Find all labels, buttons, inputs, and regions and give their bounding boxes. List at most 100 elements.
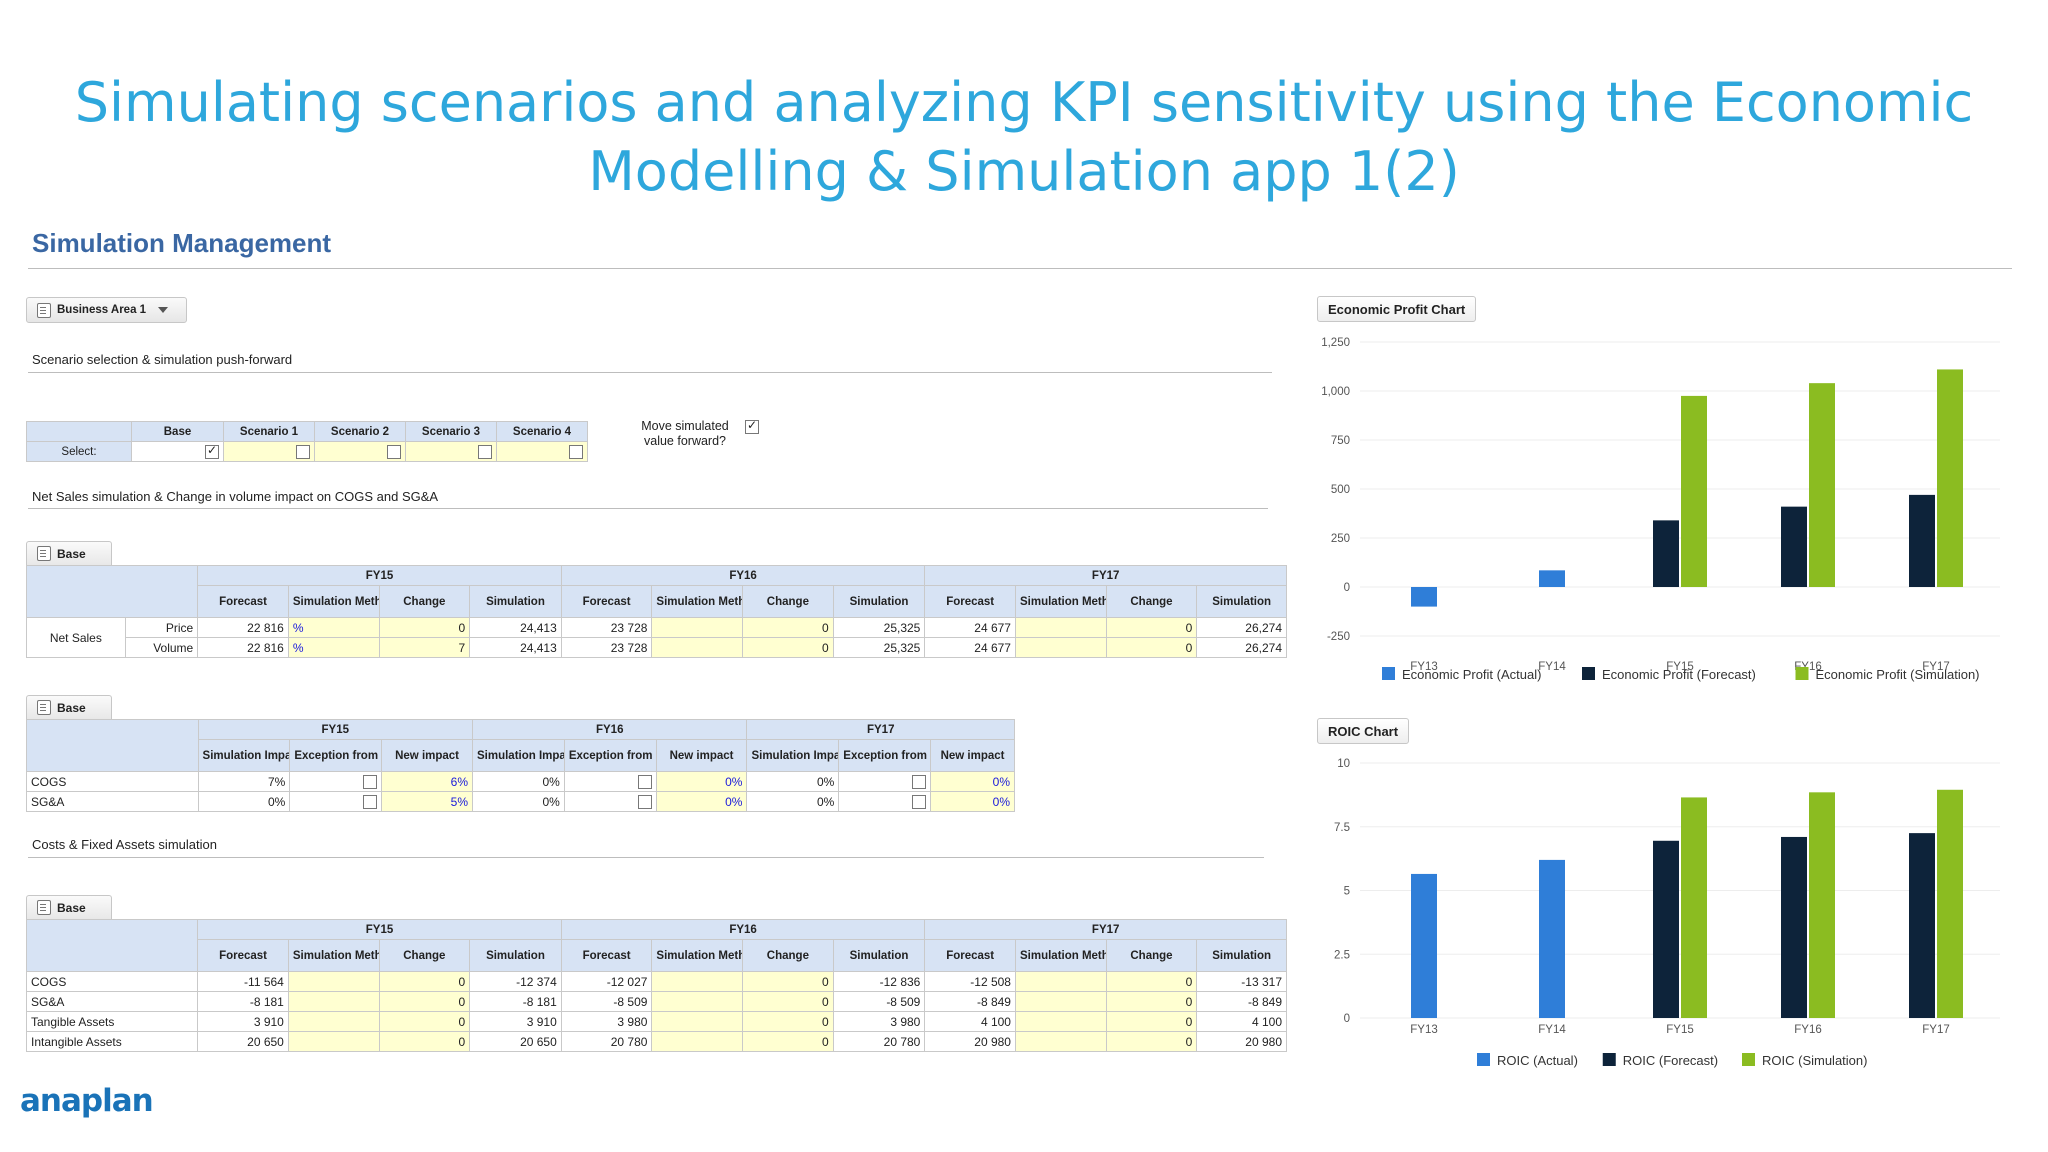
exception-checkbox[interactable] [363, 774, 378, 789]
select-scenario1-cell[interactable] [223, 441, 315, 462]
roic-chart-tag[interactable]: ROIC Chart [1317, 718, 1410, 744]
simulation-method-input[interactable] [287, 1031, 380, 1052]
simulation-method-input[interactable] [651, 1011, 744, 1032]
exception-checkbox[interactable] [912, 774, 927, 789]
legend-item[interactable]: Economic Profit (Simulation) [1816, 667, 1980, 682]
col-header: Simulation Impact [472, 739, 565, 772]
exception-cell[interactable] [563, 771, 657, 792]
select-scenario4-checkbox[interactable] [569, 444, 583, 459]
change-input[interactable]: 7 [378, 637, 471, 658]
bar-roic-forecast[interactable] [1653, 840, 1679, 1018]
bar-roic-simulation[interactable] [1937, 789, 1963, 1018]
bar-roic-actual[interactable] [1539, 859, 1565, 1018]
bar-economic-profit-forecast[interactable] [1781, 506, 1807, 587]
business-area-dropdown[interactable]: Business Area 1 [26, 297, 187, 323]
simulation-method-input[interactable] [287, 971, 380, 992]
select-scenario4-cell[interactable] [496, 441, 588, 462]
bar-economic-profit-actual[interactable] [1411, 587, 1437, 607]
change-input[interactable]: 0 [378, 1011, 471, 1032]
new-impact-input[interactable]: 0% [930, 771, 1015, 792]
select-scenario2-checkbox[interactable] [387, 444, 401, 459]
change-input[interactable]: 0 [378, 991, 471, 1012]
net-sales-base-tab[interactable]: Base [26, 541, 112, 565]
change-input[interactable]: 0 [742, 1011, 834, 1032]
change-input[interactable]: 0 [1105, 1031, 1198, 1052]
exception-checkbox[interactable] [637, 774, 652, 789]
bar-economic-profit-simulation[interactable] [1937, 369, 1963, 587]
change-input[interactable]: 0 [742, 991, 834, 1012]
exception-cell[interactable] [289, 771, 383, 792]
change-input[interactable]: 0 [742, 617, 834, 638]
legend-item[interactable]: ROIC (Simulation) [1762, 1053, 1867, 1068]
legend-item[interactable]: Economic Profit (Forecast) [1602, 667, 1756, 682]
simulation-method-input[interactable]: % [287, 617, 380, 638]
bar-economic-profit-simulation[interactable] [1681, 395, 1707, 587]
bar-economic-profit-forecast[interactable] [1909, 494, 1935, 587]
legend-item[interactable]: ROIC (Actual) [1497, 1053, 1578, 1068]
new-impact-input[interactable]: 0% [930, 791, 1015, 812]
simulation-method-input[interactable] [1014, 1011, 1107, 1032]
select-base-checkbox[interactable] [205, 443, 219, 459]
simulation-method-input[interactable]: % [287, 637, 380, 658]
exception-cell[interactable] [838, 771, 932, 792]
new-impact-input[interactable]: 6% [381, 771, 473, 792]
change-input[interactable]: 0 [742, 971, 834, 992]
forecast-cell: -8 849 [924, 991, 1016, 1012]
simulation-method-input[interactable] [287, 991, 380, 1012]
economic-profit-chart-tag[interactable]: Economic Profit Chart [1317, 296, 1477, 322]
bar-roic-actual[interactable] [1411, 873, 1437, 1018]
new-impact-input[interactable]: 0% [655, 791, 748, 812]
change-input[interactable]: 0 [1105, 617, 1198, 638]
forecast-cell: 23 728 [560, 637, 653, 658]
move-forward-checkbox[interactable] [745, 418, 759, 434]
change-input[interactable]: 0 [378, 971, 471, 992]
simulation-method-input[interactable] [651, 971, 744, 992]
change-input[interactable]: 0 [1105, 1011, 1198, 1032]
exception-cell[interactable] [563, 791, 657, 812]
bar-economic-profit-forecast[interactable] [1653, 520, 1679, 587]
legend-item[interactable]: ROIC (Forecast) [1623, 1053, 1718, 1068]
simulation-method-input[interactable] [1014, 637, 1107, 658]
bar-economic-profit-simulation[interactable] [1809, 383, 1835, 587]
bar-roic-forecast[interactable] [1909, 833, 1935, 1018]
select-base-cell[interactable] [131, 441, 224, 462]
bar-roic-forecast[interactable] [1781, 836, 1807, 1018]
forecast-cell: 22 816 [197, 617, 289, 638]
col-header: Simulation Method [1014, 939, 1107, 972]
simulation-method-input[interactable] [651, 617, 744, 638]
change-input[interactable]: 0 [378, 617, 471, 638]
change-input[interactable]: 0 [1105, 971, 1198, 992]
change-input[interactable]: 0 [1105, 991, 1198, 1012]
exception-checkbox[interactable] [637, 794, 652, 809]
select-scenario3-checkbox[interactable] [478, 444, 492, 459]
change-input[interactable]: 0 [1105, 637, 1198, 658]
simulation-method-input[interactable] [651, 637, 744, 658]
simulation-method-input[interactable] [287, 1011, 380, 1032]
simulation-method-input[interactable] [1014, 617, 1107, 638]
new-impact-input[interactable]: 0% [655, 771, 748, 792]
select-scenario3-cell[interactable] [405, 441, 497, 462]
change-input[interactable]: 0 [742, 1031, 834, 1052]
exception-cell[interactable] [289, 791, 383, 812]
select-scenario1-checkbox[interactable] [296, 444, 310, 459]
simulation-method-input[interactable] [1014, 991, 1107, 1012]
impact-base-tab[interactable]: Base [26, 695, 112, 719]
simulation-method-input[interactable] [651, 991, 744, 1012]
exception-checkbox[interactable] [363, 794, 378, 809]
bar-economic-profit-actual[interactable] [1539, 570, 1565, 587]
bar-roic-simulation[interactable] [1681, 797, 1707, 1018]
simulation-method-input[interactable] [1014, 1031, 1107, 1052]
forecast-cell: 22 816 [197, 637, 289, 658]
new-impact-input[interactable]: 5% [381, 791, 473, 812]
exception-cell[interactable] [838, 791, 932, 812]
bar-roic-simulation[interactable] [1809, 792, 1835, 1018]
costs-base-tab[interactable]: Base [26, 895, 112, 919]
select-scenario2-cell[interactable] [314, 441, 406, 462]
legend-item[interactable]: Economic Profit (Actual) [1402, 667, 1541, 682]
simulation-method-input[interactable] [651, 1031, 744, 1052]
col-header: Simulation Method [287, 939, 380, 972]
exception-checkbox[interactable] [912, 794, 927, 809]
change-input[interactable]: 0 [378, 1031, 471, 1052]
simulation-method-input[interactable] [1014, 971, 1107, 992]
change-input[interactable]: 0 [742, 637, 834, 658]
